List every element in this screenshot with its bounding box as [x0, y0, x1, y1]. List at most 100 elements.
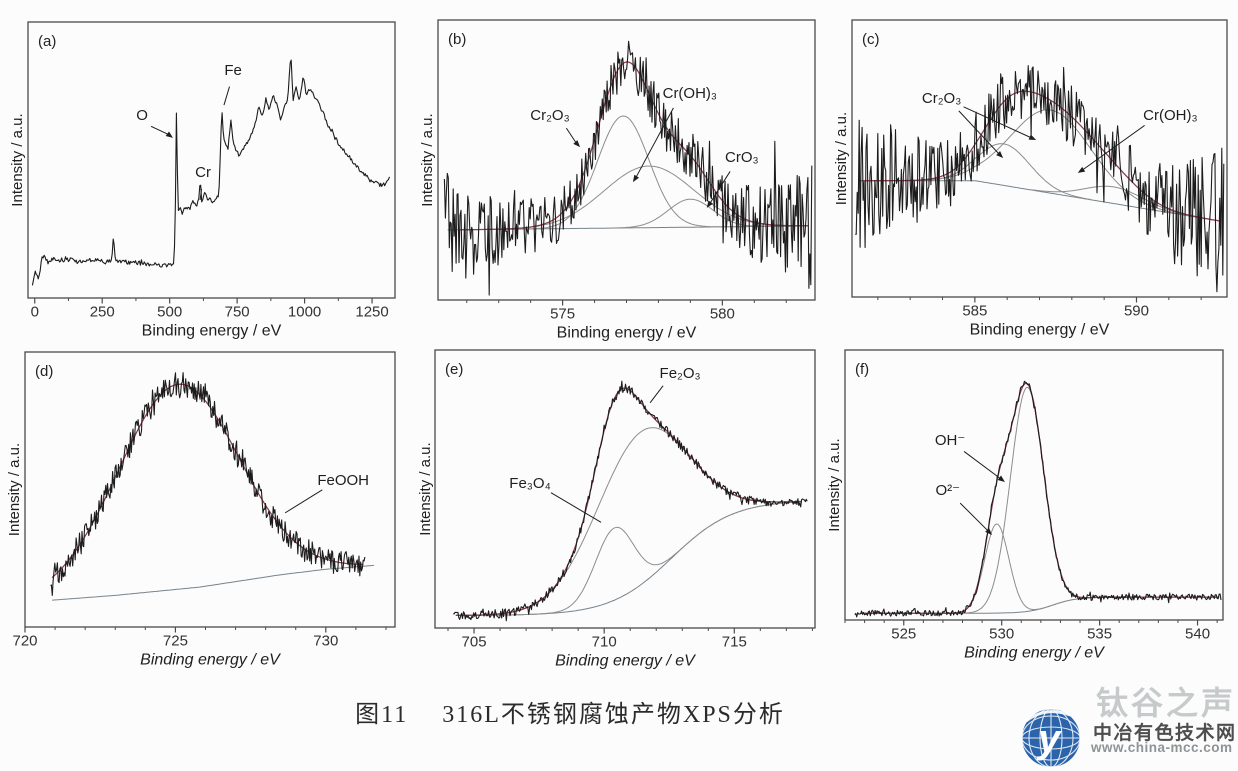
annotation-arrowhead-icon [985, 528, 993, 535]
curve-fit [460, 61, 809, 231]
annotation-label: O [136, 107, 148, 124]
curve-baseline [455, 501, 803, 616]
annotation-label: Fe [224, 62, 242, 79]
x-tick-label: 0 [31, 303, 39, 320]
plot-frame [851, 19, 1228, 298]
annotation-leader-line [150, 125, 169, 135]
curve-data [50, 372, 366, 596]
annotation-leader-line [635, 107, 674, 178]
y-axis-label: Intensity / a.u. [826, 438, 843, 531]
annotation-label: OH⁻ [935, 432, 965, 449]
curve-data [31, 59, 391, 286]
panel-c-spectrum: 585 590 Binding energy / eV Intensity / a.u… [833, 19, 1228, 338]
annotation-leader-line [284, 489, 323, 514]
annotation-leader-line [649, 385, 664, 404]
curve-fit [455, 387, 802, 616]
curve-baseline [52, 564, 374, 601]
annotation-leader-line [550, 492, 602, 523]
annotation-label: Cr(OH)₃ [1143, 107, 1197, 124]
panel-letter: (a) [38, 33, 56, 50]
annotation-arrowhead-icon [632, 174, 640, 183]
curve-data [854, 380, 1222, 618]
panel-b-spectrum: 575 580 Binding energy / eV Intensity / a.u… [419, 19, 816, 341]
x-axis-label: Binding energy / eV [557, 324, 697, 341]
x-tick-label: 500 [157, 303, 182, 320]
x-axis-label: Binding energy / eV [970, 321, 1110, 338]
watermark-text: 钛谷之声 [1096, 685, 1237, 721]
curve-component [610, 198, 793, 229]
plot-frame [434, 349, 816, 629]
panel-letter: (d) [35, 363, 53, 380]
figure-caption: 图11 316L不锈钢腐蚀产物XPS分析 [0, 694, 1140, 729]
annotation-leader-line [963, 451, 1001, 479]
plot-frame [27, 21, 396, 299]
brand-site-name: 中冶有色技术网 [1093, 723, 1237, 744]
x-tick-label: 250 [90, 303, 115, 320]
y-axis-label: Intensity / a.u. [417, 442, 434, 535]
annotation-leader-line [959, 502, 989, 532]
curve-component [498, 165, 803, 230]
x-tick-label: 705 [462, 633, 487, 650]
annotation-leader-line [223, 86, 230, 106]
curve-data [855, 65, 1225, 293]
annotation-arrowhead-icon [165, 131, 173, 138]
annotation-arrowhead-icon [1028, 134, 1037, 140]
annotation-label: Cr₂O₃ [922, 90, 961, 107]
plot-frame [24, 351, 396, 628]
x-tick-label: 710 [592, 633, 617, 650]
brand-site-url: www.china-mcc.com [1091, 740, 1233, 755]
annotation-label: FeOOH [317, 472, 369, 489]
globe-logo-icon: y [1021, 708, 1081, 768]
x-axis-label: Binding energy / eV [964, 644, 1105, 661]
panel-a-spectrum: 0 250 500 750 1000 1250 Binding energy / eV Int… [9, 21, 396, 339]
panel-f-spectrum: 525 530 535 540 Binding energy / eV Intensity… [826, 349, 1224, 661]
x-axis-label: Binding energy / eV [140, 651, 281, 668]
caption-number: 图11 [355, 702, 409, 728]
y-axis-label: Intensity / a.u. [833, 112, 850, 205]
x-tick-label: 590 [1124, 302, 1149, 319]
x-tick-label: 580 [710, 305, 735, 322]
annotation-label: O²⁻ [936, 482, 961, 499]
curve-data [443, 40, 813, 296]
curve-component [939, 523, 1071, 614]
curve-data [453, 380, 808, 622]
globe-logo-letter: y [1036, 717, 1062, 761]
x-tick-label: 575 [550, 305, 575, 322]
curve-baseline [860, 596, 1220, 614]
curve-component [455, 501, 803, 616]
panel-e-spectrum: 705 710 715 Binding energy / eV Intensity / … [417, 349, 816, 669]
x-tick-label: 535 [1087, 625, 1112, 642]
annotation-label: CrO₃ [725, 149, 759, 166]
annotation-label: Cr₂O₃ [530, 107, 569, 124]
y-axis-label: Intensity / a.u. [6, 443, 23, 536]
annotation-leader-line [565, 127, 577, 144]
y-axis-label: Intensity / a.u. [419, 113, 436, 206]
annotation-arrowhead-icon [997, 475, 1005, 483]
panel-d-spectrum: 720 725 730 Binding energy / eV Intensity / … [6, 351, 396, 668]
annotation-leader-line [1082, 125, 1145, 171]
x-tick-label: 525 [891, 625, 916, 642]
x-axis-label: Binding energy / eV [555, 652, 696, 669]
x-axis-label: Binding energy / eV [142, 322, 282, 339]
caption-text: 316L不锈钢腐蚀产物XPS分析 [442, 702, 785, 728]
y-axis-label: Intensity / a.u. [9, 113, 26, 206]
plot-frame [844, 349, 1224, 621]
annotation-leader-line [963, 106, 1031, 138]
curve-component [933, 386, 1149, 614]
annotation-label: Fe₂O₃ [660, 365, 701, 382]
annotation-leader-line [709, 171, 731, 204]
annotation-leader-line [199, 188, 203, 201]
annotation-leader-line [958, 110, 1000, 155]
panel-letter: (b) [448, 31, 466, 48]
x-tick-label: 540 [1185, 625, 1210, 642]
x-tick-label: 530 [989, 625, 1014, 642]
annotation-arrowhead-icon [1077, 166, 1086, 173]
annotation-arrowhead-icon [706, 200, 714, 208]
annotation-arrowhead-icon [573, 140, 581, 148]
x-tick-label: 585 [962, 302, 987, 319]
x-tick-label: 1000 [288, 303, 321, 320]
annotation-label: Cr(OH)₃ [663, 85, 717, 102]
x-tick-label: 750 [225, 303, 250, 320]
x-tick-label: 715 [722, 633, 747, 650]
